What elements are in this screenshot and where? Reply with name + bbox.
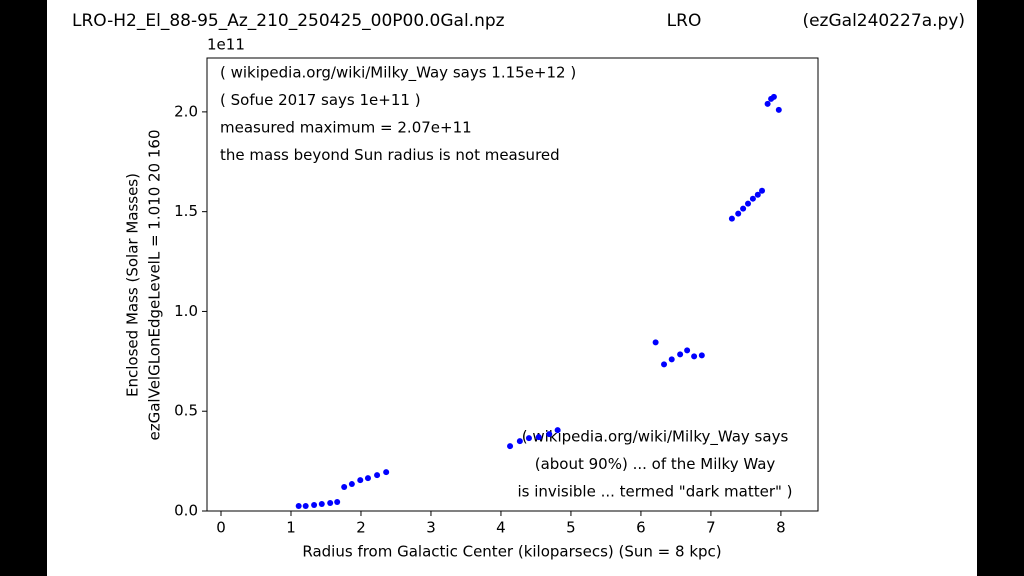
y-axis-label: Enclosed Mass (Solar Masses): [124, 173, 142, 397]
y-tick-label: 1.0: [174, 302, 198, 320]
data-point: [318, 501, 325, 508]
data-point: [684, 347, 691, 354]
y-tick-label: 1.5: [174, 202, 198, 220]
data-point: [334, 499, 341, 506]
data-point: [525, 435, 532, 442]
data-point: [383, 469, 390, 476]
y-tick-label: 2.0: [174, 102, 198, 120]
data-point: [749, 195, 756, 202]
figure-background: [47, 0, 977, 576]
data-point: [302, 503, 309, 510]
x-tick-label: 2: [356, 519, 366, 537]
data-point: [652, 339, 659, 346]
data-point: [728, 215, 735, 222]
data-point: [775, 106, 782, 113]
data-point: [764, 100, 771, 107]
data-point: [698, 352, 705, 359]
data-point: [759, 187, 766, 194]
annotation: measured maximum = 2.07e+11: [220, 119, 472, 137]
x-tick-label: 5: [566, 519, 576, 537]
data-point: [661, 361, 668, 368]
annotation: the mass beyond Sun radius is not measur…: [220, 146, 560, 164]
annotation: is invisible ... termed "dark matter" ): [517, 483, 792, 501]
annotation: ( wikipedia.org/wiki/Milky_Way says 1.15…: [220, 64, 576, 83]
data-point: [691, 353, 698, 360]
data-point: [535, 434, 542, 441]
y-axis-label: ezGalVelGLonEdgeLevelL = 1.010 20 160: [146, 130, 164, 441]
x-tick-label: 4: [496, 519, 506, 537]
x-tick-label: 7: [706, 519, 716, 537]
title-right: (ezGal240227a.py): [802, 11, 965, 31]
title-center: LRO: [667, 11, 702, 31]
data-point: [374, 472, 381, 479]
data-point: [745, 200, 752, 207]
x-tick-label: 8: [776, 519, 786, 537]
data-point: [735, 210, 742, 217]
data-point: [341, 484, 348, 491]
annotation: (about 90%) ... of the Milky Way: [535, 455, 776, 473]
data-point: [311, 502, 318, 509]
data-point: [364, 475, 371, 482]
plot-frame: [206, 57, 819, 512]
data-point: [668, 356, 675, 363]
data-point: [554, 427, 561, 434]
y-offset-label: 1e11: [207, 36, 245, 54]
data-point: [295, 503, 302, 510]
annotation: ( wikipedia.org/wiki/Milky_Way says: [522, 428, 789, 447]
data-point: [546, 431, 553, 438]
x-tick-label: 1: [286, 519, 296, 537]
data-point: [677, 351, 684, 358]
annotation: ( Sofue 2017 says 1e+11 ): [220, 91, 421, 109]
y-tick-label: 0.5: [174, 402, 198, 420]
x-tick-label: 0: [216, 519, 226, 537]
data-point: [740, 205, 747, 212]
data-point: [507, 443, 514, 450]
data-point: [357, 477, 364, 484]
title-left: LRO-H2_El_88-95_Az_210_250425_00P00.0Gal…: [72, 11, 505, 31]
data-point: [327, 500, 334, 507]
data-point: [348, 481, 355, 488]
data-point: [516, 438, 523, 445]
x-tick-label: 3: [426, 519, 436, 537]
x-axis-label: Radius from Galactic Center (kiloparsecs…: [302, 543, 721, 561]
data-point: [754, 191, 761, 198]
y-tick-label: 0.0: [174, 502, 198, 520]
x-tick-label: 6: [636, 519, 646, 537]
data-point: [770, 93, 777, 100]
